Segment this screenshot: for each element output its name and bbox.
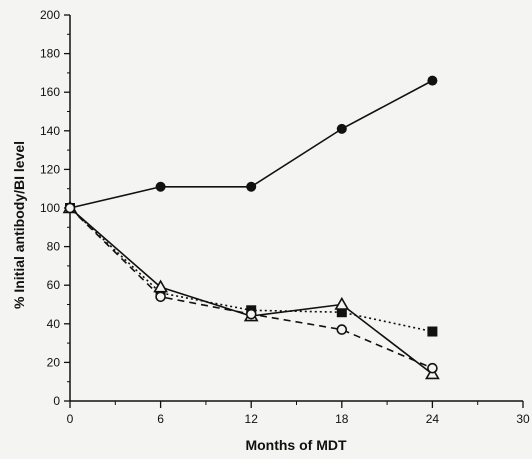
series-1 <box>65 75 438 213</box>
x-tick-label: 0 <box>67 412 74 426</box>
y-tick-label: 80 <box>47 240 61 254</box>
series-4 <box>64 202 438 374</box>
series-layer <box>62 75 440 380</box>
series-3 <box>62 200 440 380</box>
y-tick-label: 200 <box>40 8 60 22</box>
x-tick-label: 6 <box>157 412 164 426</box>
series-3-line <box>69 207 433 375</box>
y-tick-label: 180 <box>40 47 60 61</box>
series-3-point <box>334 296 350 310</box>
series-2-point <box>427 326 438 337</box>
series-4-point <box>64 202 76 214</box>
series-4-point <box>245 308 257 320</box>
y-tick-label: 0 <box>53 394 60 408</box>
series-1-point <box>336 123 347 134</box>
x-axis-label: Months of MDT <box>245 437 347 453</box>
y-axis-label: % Initial antibody/BI level <box>11 141 27 309</box>
x-tick-label: 12 <box>245 412 259 426</box>
y-tick-label: 20 <box>47 355 61 369</box>
series-4-line <box>69 207 433 369</box>
y-tick-label: 60 <box>47 278 61 292</box>
y-tick-label: 120 <box>40 162 60 176</box>
y-tick-label: 40 <box>47 317 61 331</box>
series-2-point <box>336 307 347 318</box>
x-tick-label: 30 <box>516 412 530 426</box>
axes: 0 20 40 60 80 100 120 140 160 180 200 0 6 12 18 24 30 <box>40 8 530 426</box>
series-4-point <box>427 362 438 374</box>
x-tick-label: 24 <box>426 412 440 426</box>
series-1-point <box>246 181 257 192</box>
y-tick-label: 100 <box>40 201 60 215</box>
series-1-point <box>155 181 166 192</box>
y-tick-label: 140 <box>40 124 60 138</box>
y-tick-label: 160 <box>40 85 60 99</box>
series-4-point <box>155 291 166 303</box>
series-4-point <box>336 324 348 335</box>
series-1-point <box>427 75 438 86</box>
x-tick-label: 18 <box>335 412 349 426</box>
